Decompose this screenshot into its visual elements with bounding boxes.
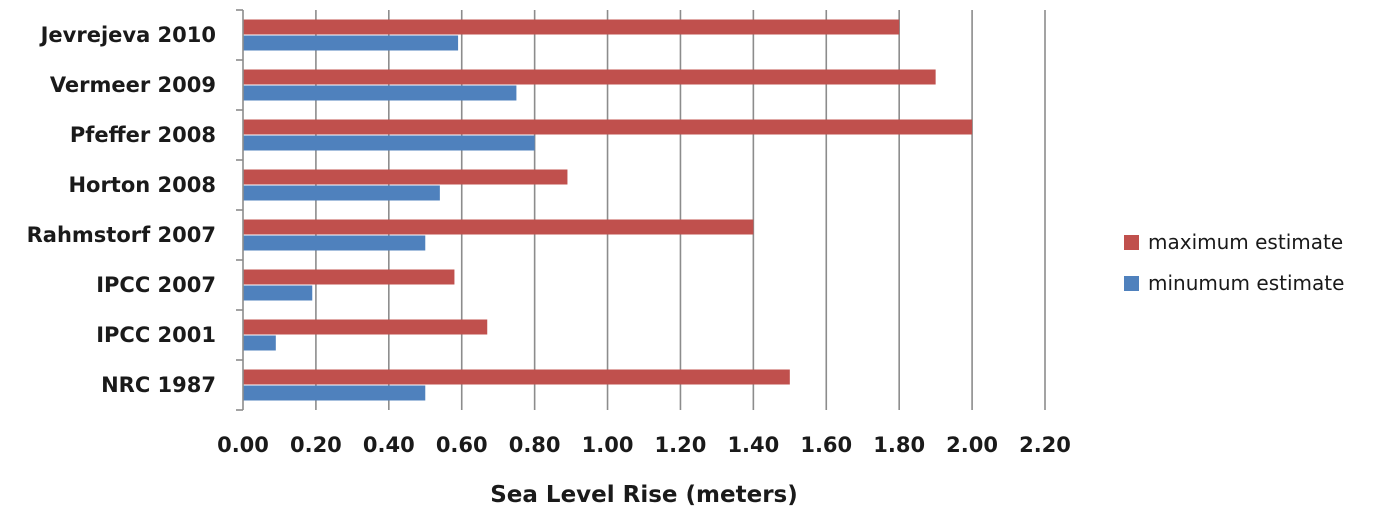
x-tick-label: 0.00 (217, 433, 269, 457)
bar-maximum-estimate (243, 19, 900, 35)
x-tick-label: 1.80 (873, 433, 925, 457)
x-tick-label: 0.20 (290, 433, 342, 457)
x-tick-label: 1.60 (800, 433, 852, 457)
x-tick-label: 0.80 (509, 433, 561, 457)
bar-maximum-estimate (243, 219, 754, 235)
category-label: NRC 1987 (101, 373, 216, 397)
bar-maximum-estimate (243, 369, 790, 385)
category-label: Rahmstorf 2007 (27, 223, 216, 247)
x-tick-label: 0.40 (363, 433, 415, 457)
legend-label: minumum estimate (1148, 271, 1344, 295)
bar-minimum-estimate (243, 135, 535, 151)
x-tick-label: 1.40 (727, 433, 779, 457)
bar-minimum-estimate (243, 35, 459, 51)
bar-maximum-estimate (243, 69, 936, 85)
x-tick-label: 1.20 (655, 433, 707, 457)
bar-maximum-estimate (243, 269, 455, 285)
x-axis-title: Sea Level Rise (meters) (490, 482, 798, 508)
bar-minimum-estimate (243, 385, 426, 401)
axes (236, 9, 244, 411)
bar-minimum-estimate (243, 85, 517, 101)
x-tick-label: 2.20 (1019, 433, 1071, 457)
bar-minimum-estimate (243, 185, 440, 201)
category-label: IPCC 2007 (96, 273, 216, 297)
category-label: Vermeer 2009 (50, 73, 216, 97)
legend-swatch (1124, 276, 1139, 291)
legend: maximum estimate minumum estimate (1124, 230, 1344, 295)
bar-maximum-estimate (243, 319, 488, 335)
x-tick-label: 2.00 (946, 433, 998, 457)
legend-label: maximum estimate (1148, 230, 1343, 254)
bar-maximum-estimate (243, 169, 568, 185)
category-labels: Jevrejeva 2010 Vermeer 2009 Pfeffer 2008 Ho… (27, 23, 216, 397)
bars (243, 19, 973, 401)
x-tick-label: 0.60 (436, 433, 488, 457)
legend-swatch (1124, 235, 1139, 250)
category-label: Horton 2008 (68, 173, 216, 197)
bar-minimum-estimate (243, 285, 313, 301)
bar-minimum-estimate (243, 335, 276, 351)
x-tick-labels: 0.00 0.20 0.40 0.60 0.80 1.00 1.20 1.40 1.60 1.80… (217, 433, 1071, 457)
category-label: IPCC 2001 (96, 323, 216, 347)
category-label: Jevrejeva 2010 (39, 23, 216, 47)
x-tick-label: 1.00 (582, 433, 634, 457)
bar-maximum-estimate (243, 119, 973, 135)
bar-minimum-estimate (243, 235, 426, 251)
category-label: Pfeffer 2008 (70, 123, 216, 147)
